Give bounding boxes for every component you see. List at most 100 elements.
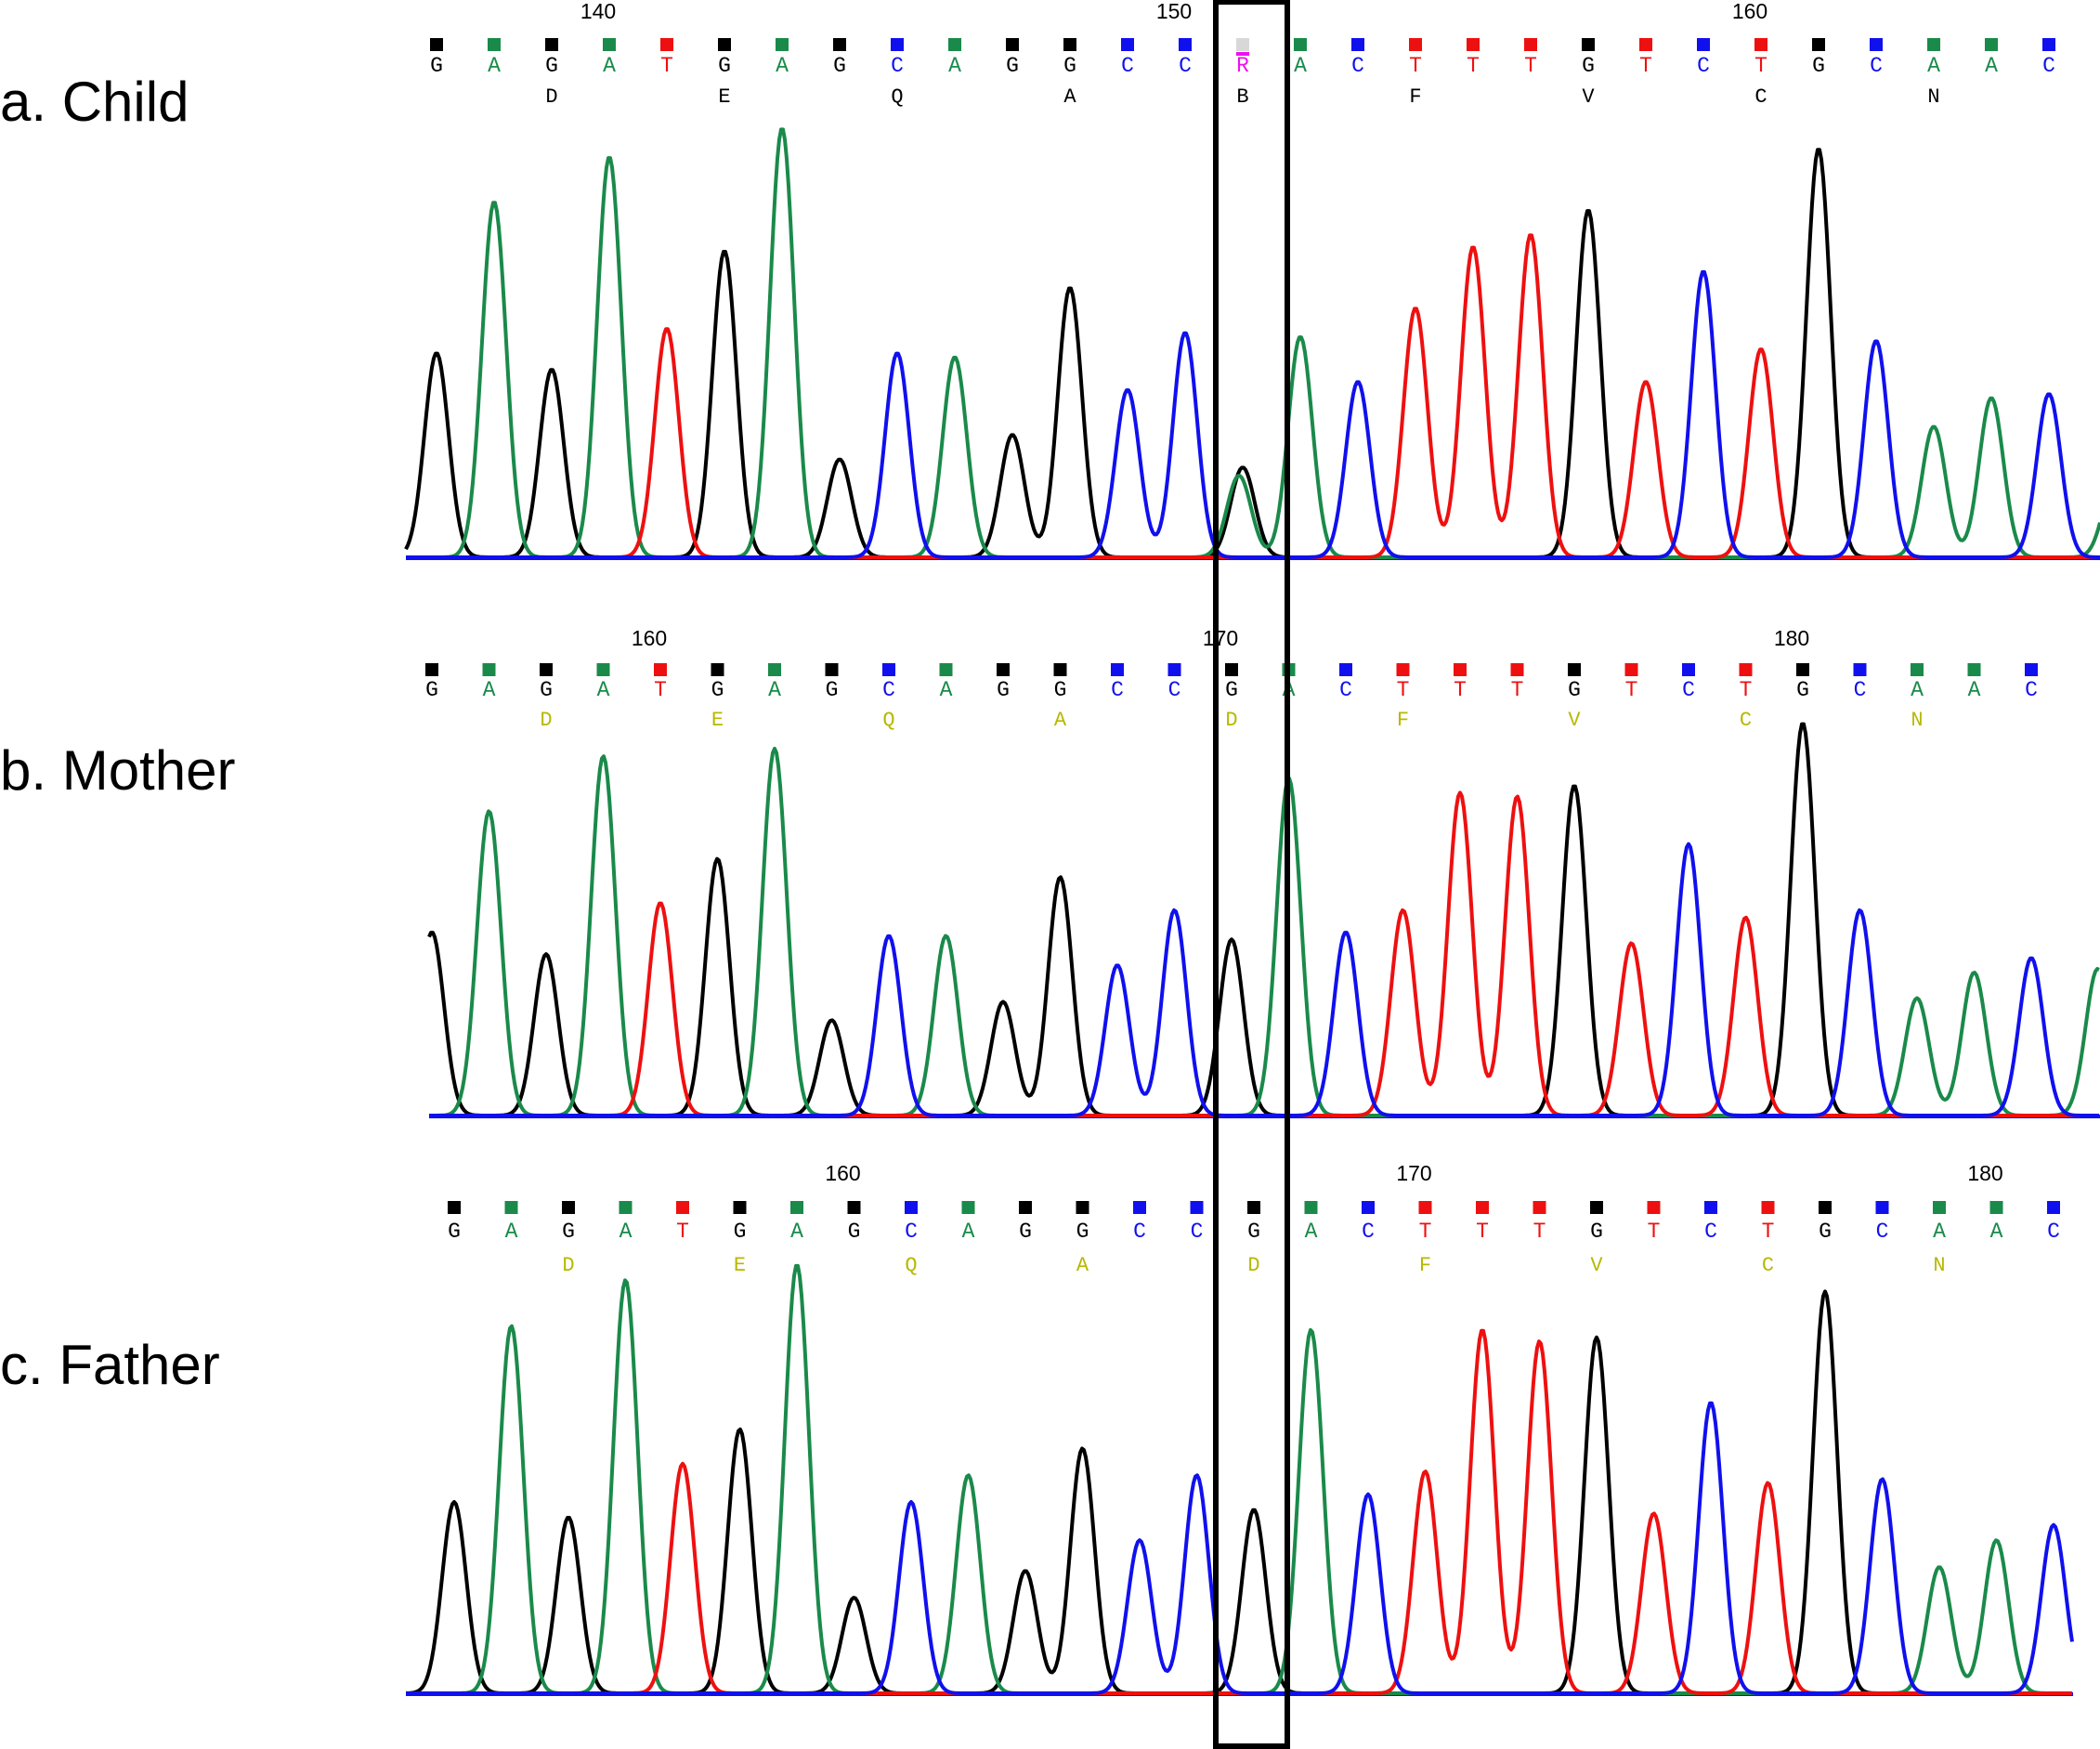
base-call-label: C [2025,678,2038,702]
base-quality-square [1524,38,1537,51]
base-quality-square [504,1201,518,1214]
base-quality-square [1351,38,1364,51]
base-call-label: A [776,54,789,78]
position-label: 170 [1203,626,1238,650]
base-call-label: G [1812,54,1825,78]
base-quality-square [1624,663,1638,676]
base-call-label: C [1682,678,1695,702]
base-call-label: A [768,678,781,702]
base-call-label: C [1111,678,1124,702]
base-quality-square [1418,1201,1432,1214]
base-quality-square [1853,663,1867,676]
base-call-label: C [1168,678,1181,702]
base-call-label: C [891,54,904,78]
base-call-label: G [430,54,443,78]
base-quality-square [711,663,724,676]
base-call-label: G [848,1220,861,1244]
trace-G [427,722,2099,1117]
amino-acid-label: D [540,709,552,732]
position-label: 170 [1396,1161,1431,1185]
position-label: 160 [825,1161,860,1185]
base-quality-square [1454,663,1467,676]
base-call-label: A [1305,1220,1318,1244]
base-quality-square [1121,38,1134,51]
base-call-label: A [1927,54,1940,78]
trace-T [406,1328,2072,1695]
trace-G [404,148,2100,559]
base-quality-square [1225,663,1238,676]
base-call-label: A [603,54,616,78]
base-quality-square [1063,38,1076,51]
base-call-label: T [1397,678,1410,702]
amino-acid-label: B [1236,85,1248,109]
base-quality-square [1053,663,1067,676]
base-quality-square [1590,1201,1603,1214]
base-call-label: G [1590,1220,1603,1244]
base-call-label: C [1697,54,1710,78]
amino-acid-label: V [1590,1254,1603,1277]
base-call-label: G [711,678,724,702]
amino-acid-label: E [734,1254,746,1277]
base-quality-square [1294,38,1307,51]
amino-acid-label: E [718,85,730,109]
base-quality-square [1911,663,1924,676]
base-quality-square [790,1201,803,1214]
base-quality-square [596,663,610,676]
base-call-label: G [1006,54,1019,78]
amino-acid-label: F [1397,709,1409,732]
base-call-label: T [660,54,673,78]
amino-acid-label: N [1927,85,1939,109]
base-quality-square [562,1201,575,1214]
base-quality-square [891,38,904,51]
panel-label-child: a. Child [0,71,189,133]
base-quality-square [1582,38,1595,51]
trace-C [429,842,2099,1117]
base-quality-square [1647,1201,1661,1214]
base-quality-square [1682,663,1695,676]
position-label: 180 [1774,626,1809,650]
base-quality-square [1739,663,1753,676]
amino-acid-label: C [1740,709,1752,732]
trace-C [406,1401,2074,1695]
base-quality-square [660,38,673,51]
base-quality-square [1304,1201,1318,1214]
base-call-label: G [718,54,731,78]
base-call-label: C [2042,54,2055,78]
amino-acid-label: Q [891,85,903,109]
position-label: 150 [1156,0,1192,23]
base-quality-square [1796,663,1809,676]
amino-acid-label: N [1933,1254,1945,1277]
base-quality-square [654,663,667,676]
base-quality-square [1875,1201,1889,1214]
base-quality-square [847,1201,861,1214]
base-quality-square [482,663,496,676]
base-call-label: T [654,678,667,702]
amino-acid-label: N [1911,709,1923,732]
base-call-label: A [962,1220,975,1244]
base-call-label: T [1454,678,1467,702]
amino-acid-label: E [711,709,724,732]
base-call-label: T [1476,1220,1489,1244]
base-quality-square [1933,1201,1946,1214]
base-call-label: A [620,1220,633,1244]
base-call-label: G [562,1220,575,1244]
base-quality-square [1989,1201,2003,1214]
base-quality-square [1704,1201,1717,1214]
base-call-label: G [997,678,1010,702]
base-quality-square [1812,38,1825,51]
panel-label-father: c. Father [0,1334,220,1396]
base-call-label: A [1990,1220,2003,1244]
base-call-label: C [1362,1220,1375,1244]
base-call-label: A [940,678,953,702]
base-call-label: A [1985,54,1998,78]
base-call-label: A [1294,54,1307,78]
base-call-label: C [1191,1220,1204,1244]
amino-acid-label: Q [882,709,894,732]
base-call-label: A [790,1220,803,1244]
base-call-label: R [1236,54,1249,78]
base-call-label: T [1740,678,1753,702]
base-quality-square [1697,38,1710,51]
base-quality-square [1927,38,1940,51]
base-quality-square [1870,38,1883,51]
base-quality-square [882,663,895,676]
